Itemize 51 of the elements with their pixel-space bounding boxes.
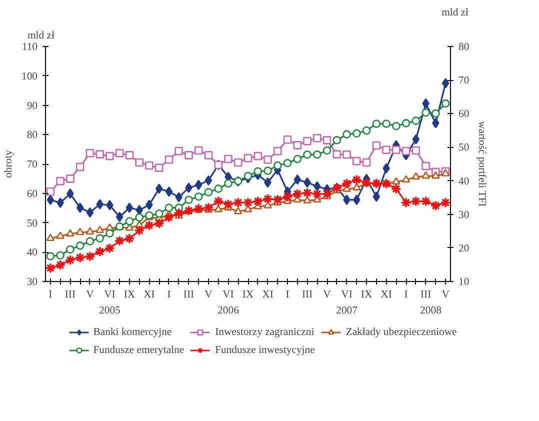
y-tick-label: 30: [26, 277, 38, 288]
x-tick-label: I: [167, 290, 172, 300]
x-tick-label: VI: [104, 290, 116, 300]
text: mld zł: [28, 30, 54, 42]
x-tick-label: IX: [360, 290, 372, 300]
x-tick-label: IX: [242, 290, 254, 300]
legend-label: Fundusze emerytalne: [93, 344, 184, 356]
x-tick-label: XI: [380, 290, 392, 300]
y-tick-label: 100: [22, 71, 38, 82]
x-tick-label: V: [442, 290, 450, 300]
x-tick-label: XI: [262, 290, 274, 300]
y2-tick-label: 20: [458, 243, 470, 254]
text: 2005: [99, 306, 120, 316]
y-tick-label: 40: [26, 248, 38, 259]
y2-tick-label: 40: [458, 176, 470, 188]
text: 2006: [218, 306, 240, 316]
y-tick-label: 80: [26, 130, 38, 142]
x-tick-label: III: [183, 290, 195, 300]
y-tick-label: 60: [26, 188, 38, 200]
y-axis-title: obroty: [4, 149, 15, 178]
x-tick-label: I: [286, 290, 290, 300]
x-tick-label: V: [86, 290, 94, 300]
x-tick-label: VI: [222, 290, 234, 300]
x-tick-label: I: [404, 290, 408, 300]
legend-label: Banki komercyjne: [93, 326, 172, 338]
x-tick-label: IX: [124, 290, 136, 300]
x-tick-label: V: [204, 290, 213, 300]
legend-label: Zakłady ubezpieczeniowe: [346, 326, 457, 338]
x-tick-label: III: [302, 290, 314, 300]
y2-tick-label: 10: [458, 277, 470, 288]
y2-tick-label: 50: [458, 142, 470, 154]
y2-axis-title: wartość portfeli TFI: [476, 121, 488, 208]
x-tick-label: III: [420, 290, 432, 300]
x-tick-label: XI: [144, 290, 156, 300]
legend-label: Fundusze inwestycyjne: [215, 344, 315, 356]
y2-tick-label: 60: [458, 109, 470, 120]
y2-tick-label: 30: [458, 210, 470, 221]
x-tick-label: III: [64, 290, 76, 300]
y-tick-label: 90: [26, 100, 38, 112]
x-tick-label: V: [323, 290, 332, 300]
text: 2007: [336, 306, 358, 316]
x-tick-label: VI: [341, 290, 353, 300]
y2-tick-label: 70: [458, 76, 470, 87]
y-tick-label: 110: [22, 42, 38, 53]
x-tick-label: I: [48, 290, 53, 300]
text: mld zł: [442, 8, 469, 18]
y-tick-label: 70: [26, 160, 38, 170]
text: 2008: [420, 306, 442, 316]
legend-label: Inwestorzy zagraniczni: [215, 326, 314, 338]
y-tick-label: 50: [26, 218, 38, 230]
y2-tick-label: 80: [458, 42, 470, 53]
